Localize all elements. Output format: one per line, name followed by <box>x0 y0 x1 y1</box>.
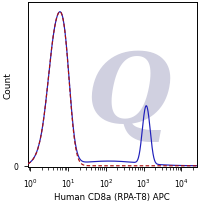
Y-axis label: Count: Count <box>3 72 12 99</box>
X-axis label: Human CD8a (RPA-T8) APC: Human CD8a (RPA-T8) APC <box>54 192 170 201</box>
Text: Q: Q <box>87 49 171 142</box>
